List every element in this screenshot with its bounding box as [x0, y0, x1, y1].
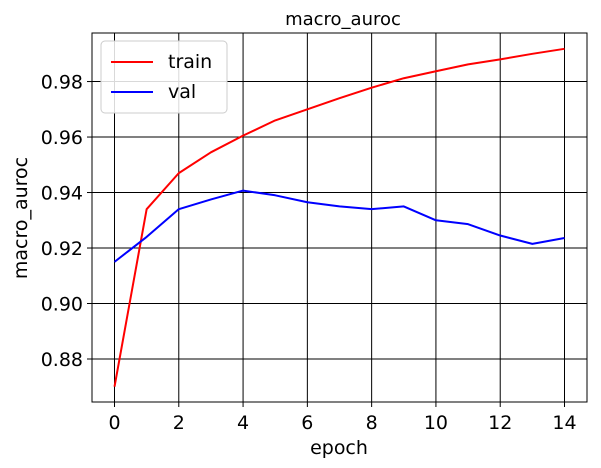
x-tick-label: 8 [366, 412, 378, 434]
y-axis-label: macro_auroc [10, 157, 32, 279]
y-tick-label: 0.96 [41, 127, 83, 149]
x-axis-label: epoch [310, 437, 368, 459]
y-tick-label: 0.98 [41, 72, 83, 94]
legend-label-train: train [168, 51, 212, 73]
series-line-train [113, 47, 565, 387]
plot-frame [91, 32, 588, 403]
axis-ticks: 0 2 4 6 8 10 12 14 0.88 0.90 0.92 0.94 0.96 0.98 [41, 72, 577, 434]
x-tick-label: 6 [301, 412, 313, 434]
grid-lines [92, 33, 587, 402]
x-tick-label: 2 [173, 412, 185, 434]
y-tick-label: 0.94 [41, 183, 83, 205]
y-tick-label: 0.88 [41, 349, 83, 371]
x-tick-label: 0 [108, 412, 120, 434]
x-tick-label: 4 [237, 412, 249, 434]
y-tick-label: 0.92 [41, 238, 83, 260]
x-tick-label: 12 [488, 412, 512, 434]
legend-label-val: val [168, 81, 196, 103]
x-tick-label: 10 [424, 412, 448, 434]
legend-box [100, 40, 228, 114]
series-layer [113, 47, 565, 387]
y-tick-label: 0.90 [41, 294, 83, 316]
series-line-val [113, 189, 565, 263]
legend: train val [100, 40, 228, 114]
x-tick-label: 14 [552, 412, 576, 434]
chart-title: macro_auroc [285, 9, 401, 30]
